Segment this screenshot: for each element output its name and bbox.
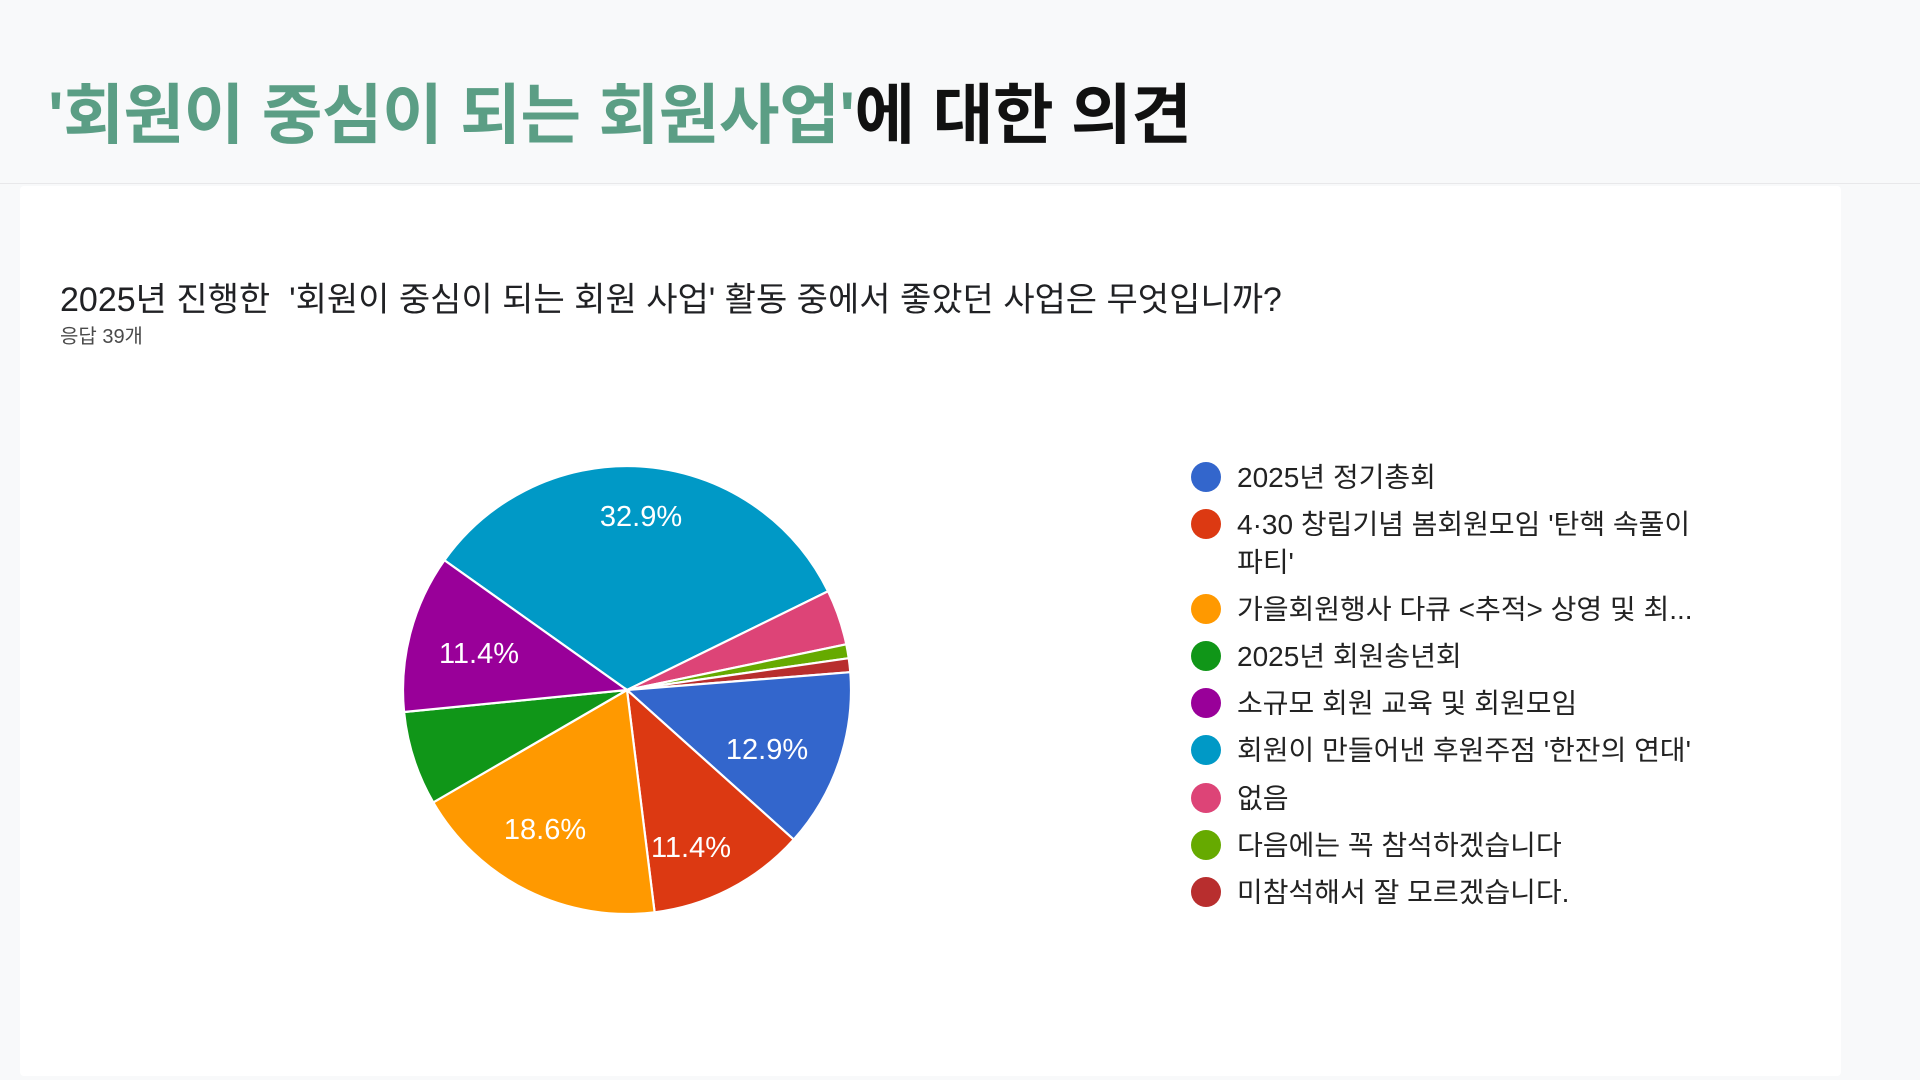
svg-text:11.4%: 11.4% <box>651 832 731 864</box>
svg-text:12.9%: 12.9% <box>726 734 808 766</box>
svg-text:18.6%: 18.6% <box>504 814 586 846</box>
svg-text:32.9%: 32.9% <box>600 501 682 533</box>
svg-text:11.4%: 11.4% <box>439 638 519 670</box>
